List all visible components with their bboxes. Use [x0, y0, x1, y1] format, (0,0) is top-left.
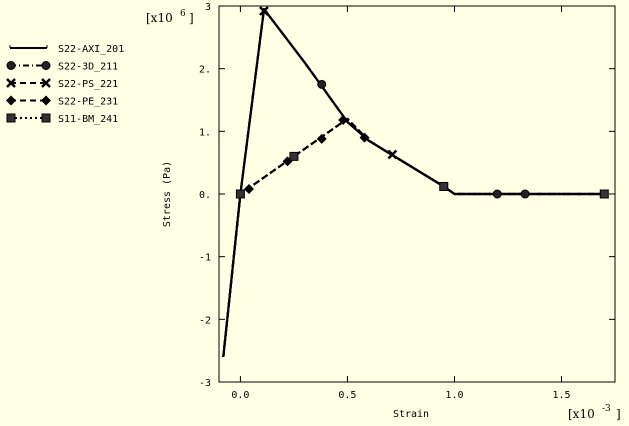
series-5-marker: [235, 189, 245, 199]
legend-entry: S22-3D_211: [6, 61, 118, 73]
x-multiplier: [x10 -3 ]: [568, 404, 621, 421]
series-3-marker: [259, 6, 269, 16]
x-multiplier-base: [x10: [568, 407, 595, 421]
series-2-marker: [317, 79, 327, 89]
series-markers: [235, 6, 609, 199]
legend-marker: [41, 113, 51, 123]
x-tick-labels: 0.0 0.5 1.0 1.5: [231, 390, 570, 401]
series-3-marker: [387, 149, 398, 160]
y-tick-labels: -3 -2 -1 0. 1. 2. 3: [199, 2, 211, 389]
legend-marker: [41, 78, 51, 88]
x-axis-title: Strain: [393, 409, 429, 420]
legend-marker: [6, 78, 16, 88]
series-4-marker: [338, 115, 349, 126]
y-tick-label: -1: [199, 253, 211, 264]
y-tick-label: -3: [199, 378, 211, 389]
series-4-marker: [243, 183, 254, 194]
legend-marker: [6, 113, 16, 123]
x-multiplier-exponent: -3: [602, 404, 611, 414]
y-multiplier-exponent: 6: [180, 9, 186, 19]
y-multiplier-base: [x10: [146, 11, 173, 25]
legend-entry: S22-PS_221: [6, 78, 118, 90]
series-5-marker: [439, 181, 449, 191]
legend-marker: [6, 61, 16, 70]
series-line-3: [222, 8, 605, 358]
series-4-marker: [359, 132, 370, 143]
y-axis-title: Stress (Pa): [162, 161, 173, 227]
legend-label: S22-3D_211: [58, 62, 118, 73]
x-multiplier-close: ]: [616, 407, 621, 421]
legend-label: S22-AXI_201: [58, 44, 124, 55]
legend-entry: S22-PE_231: [6, 95, 118, 108]
x-tick-label: 1.0: [445, 390, 463, 401]
y-tick-label: 3: [205, 2, 211, 13]
series-2-marker: [520, 189, 530, 199]
series-5-marker: [289, 151, 299, 161]
tick-marks: [219, 5, 615, 383]
series-lines: [222, 8, 605, 358]
x-tick-label: 0.5: [338, 390, 356, 401]
series-2-marker: [492, 189, 502, 199]
legend-marker: [41, 61, 51, 70]
legend-marker: [6, 95, 16, 106]
x-tick-label: 1.5: [552, 390, 570, 401]
y-tick-label: -2: [199, 315, 211, 326]
y-tick-label: 2.: [199, 65, 211, 76]
series-line-1: [222, 8, 605, 358]
y-multiplier-close: ]: [189, 11, 194, 25]
y-tick-label: 1.: [199, 127, 211, 138]
legend-label: S11-BM_241: [58, 114, 118, 125]
series-5-marker: [599, 189, 609, 199]
legend: S22-AXI_201 S22-3D_211 S22-PS_221 S22-PE_23…: [6, 44, 124, 125]
series-line-5: [222, 117, 605, 358]
series-line-2: [222, 8, 605, 358]
legend-entry: S11-BM_241: [6, 113, 118, 125]
legend-marker: [41, 95, 51, 106]
legend-entry: S22-AXI_201: [9, 44, 124, 55]
y-multiplier: [x10 6 ]: [146, 9, 194, 25]
x-tick-label: 0.0: [231, 390, 249, 401]
y-tick-label: 0.: [199, 190, 211, 201]
legend-label: S22-PS_221: [58, 79, 118, 90]
legend-label: S22-PE_231: [58, 97, 118, 108]
series-line-4: [222, 117, 605, 358]
series-4-marker: [316, 133, 327, 144]
